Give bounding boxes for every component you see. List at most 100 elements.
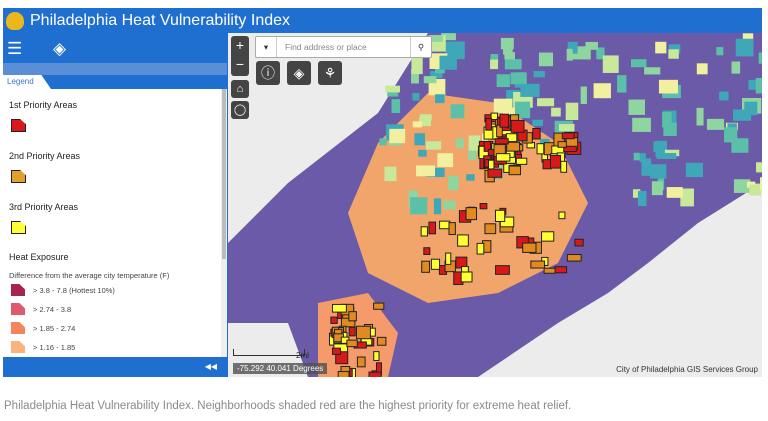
priority-area (495, 153, 511, 162)
census-tract (668, 49, 679, 59)
priority-area (530, 260, 546, 269)
census-tract (746, 181, 756, 188)
search-source-dropdown[interactable]: ▾ (256, 37, 277, 57)
priority-area (490, 112, 499, 121)
census-tract (639, 153, 646, 163)
priority-area (337, 371, 350, 377)
legend-heading: 2nd Priority Areas (9, 151, 81, 161)
panel-footer: ◀◀ (3, 357, 227, 377)
census-tract (504, 52, 515, 60)
census-tract (551, 107, 561, 117)
census-tract (644, 67, 661, 75)
priority-area (566, 254, 582, 262)
priority-area (505, 133, 518, 143)
home-button[interactable]: ⌂ (231, 80, 249, 98)
census-tract (410, 197, 428, 215)
census-tract (760, 177, 762, 191)
census-tract (379, 138, 387, 146)
priority-area (439, 220, 451, 230)
census-tract (493, 98, 513, 113)
census-tract (445, 41, 465, 60)
census-tract (680, 188, 694, 207)
legend-label: > 3.8 - 7.8 (Hottest 10%) (33, 286, 115, 295)
legend-swatch (11, 341, 25, 353)
priority-area (355, 325, 371, 340)
census-tract (633, 152, 640, 161)
census-tract (514, 101, 531, 119)
priority-area (499, 113, 510, 128)
census-tract (385, 85, 401, 93)
census-tract (565, 102, 579, 121)
search-icon[interactable]: ⚲ (410, 37, 431, 57)
priority-area (522, 242, 537, 253)
priority-area (542, 159, 552, 170)
census-tract (490, 59, 499, 70)
census-tract (412, 121, 423, 128)
census-tract (632, 117, 651, 132)
zoom-in-button[interactable]: + (235, 37, 245, 53)
census-tract (466, 174, 475, 181)
heat-subtitle: Difference from the average city tempera… (9, 271, 170, 280)
census-tract (389, 128, 406, 144)
legend-heading: 1st Priority Areas (9, 100, 78, 110)
census-tract (391, 99, 401, 114)
priority-area (506, 141, 521, 152)
priority-area (495, 265, 510, 275)
census-tract (433, 198, 442, 215)
priority-area (510, 119, 525, 133)
census-tract (580, 86, 587, 105)
priority-area (368, 371, 382, 377)
census-tract (490, 54, 499, 63)
priority-area (532, 128, 541, 140)
title-bar: Philadelphia Heat Vulnerability Index (3, 8, 762, 33)
share-button[interactable]: ⚘ (318, 61, 342, 85)
priority-area (536, 143, 545, 155)
census-tract (756, 162, 762, 173)
collapse-panel-icon[interactable]: ◀◀ (204, 362, 217, 371)
priority-area (574, 238, 584, 247)
census-tract (412, 92, 420, 101)
priority-area (563, 145, 577, 153)
legend-heading: 3rd Priority Areas (9, 202, 79, 212)
census-tract (696, 107, 704, 126)
census-tract (510, 72, 527, 85)
priority-area (557, 141, 567, 148)
search-input[interactable]: Find address or place (285, 42, 367, 52)
census-tract (749, 184, 759, 193)
priority-area (346, 339, 358, 348)
tab-strip (3, 63, 227, 75)
locate-button[interactable]: ◯ (231, 101, 249, 119)
census-tract (538, 52, 554, 67)
census-tract (617, 75, 627, 93)
priority-area (483, 141, 492, 152)
heat-map-layer (228, 33, 762, 377)
priority-area (331, 347, 342, 355)
info-button[interactable]: ⓘ (256, 61, 280, 85)
layers-icon[interactable]: ◈ (53, 39, 67, 58)
layers-button[interactable]: ◈ (287, 61, 311, 85)
census-tract (685, 162, 703, 178)
zoom-out-button[interactable]: − (235, 56, 245, 72)
priority-area (560, 160, 568, 173)
priority-area (554, 266, 568, 274)
census-tract (662, 112, 672, 128)
census-tract (456, 138, 464, 149)
census-tract (435, 94, 445, 104)
zoom-control: + − (231, 36, 249, 76)
legend-label: > 1.16 - 1.85 (33, 343, 76, 352)
scrollbar-thumb[interactable] (222, 89, 226, 259)
census-tract (596, 47, 605, 60)
census-tract (731, 61, 741, 74)
census-tract (423, 76, 437, 84)
census-tract (630, 59, 647, 68)
census-tract (641, 158, 652, 176)
priority-area (430, 258, 441, 270)
tab-legend[interactable]: Legend (3, 75, 51, 89)
legend-list-icon[interactable]: ☰ (7, 39, 23, 58)
priority-area (465, 207, 478, 221)
census-tract (537, 98, 555, 107)
census-tract (719, 91, 729, 101)
census-tract (742, 33, 754, 44)
map[interactable]: + − ⌂ ◯ ▾ Find address or place ⚲ ⓘ ◈ ⚘ 2… (228, 33, 762, 377)
priority-area (476, 242, 485, 255)
